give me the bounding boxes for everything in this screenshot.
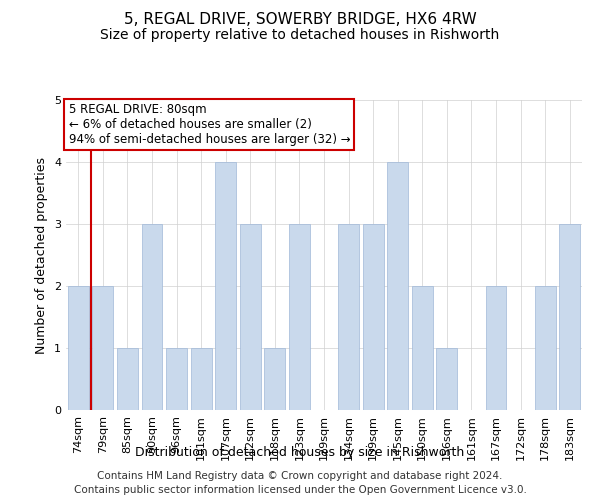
Text: Contains HM Land Registry data © Crown copyright and database right 2024.
Contai: Contains HM Land Registry data © Crown c… (74, 471, 526, 495)
Bar (535, 286, 556, 410)
Bar (387, 162, 408, 410)
Bar (215, 162, 236, 410)
Text: 5 REGAL DRIVE: 80sqm
← 6% of detached houses are smaller (2)
94% of semi-detache: 5 REGAL DRIVE: 80sqm ← 6% of detached ho… (68, 103, 350, 146)
Bar (338, 224, 359, 410)
Bar (166, 348, 187, 410)
Bar (485, 286, 506, 410)
Bar (412, 286, 433, 410)
Text: Size of property relative to detached houses in Rishworth: Size of property relative to detached ho… (100, 28, 500, 42)
Bar (240, 224, 261, 410)
Bar (559, 224, 580, 410)
Bar (117, 348, 138, 410)
Text: 5, REGAL DRIVE, SOWERBY BRIDGE, HX6 4RW: 5, REGAL DRIVE, SOWERBY BRIDGE, HX6 4RW (124, 12, 476, 28)
Bar (142, 224, 163, 410)
Text: Distribution of detached houses by size in Rishworth: Distribution of detached houses by size … (136, 446, 464, 459)
Bar (191, 348, 212, 410)
Bar (362, 224, 383, 410)
Bar (68, 286, 89, 410)
Bar (92, 286, 113, 410)
Bar (436, 348, 457, 410)
Bar (265, 348, 286, 410)
Y-axis label: Number of detached properties: Number of detached properties (35, 156, 49, 354)
Bar (289, 224, 310, 410)
